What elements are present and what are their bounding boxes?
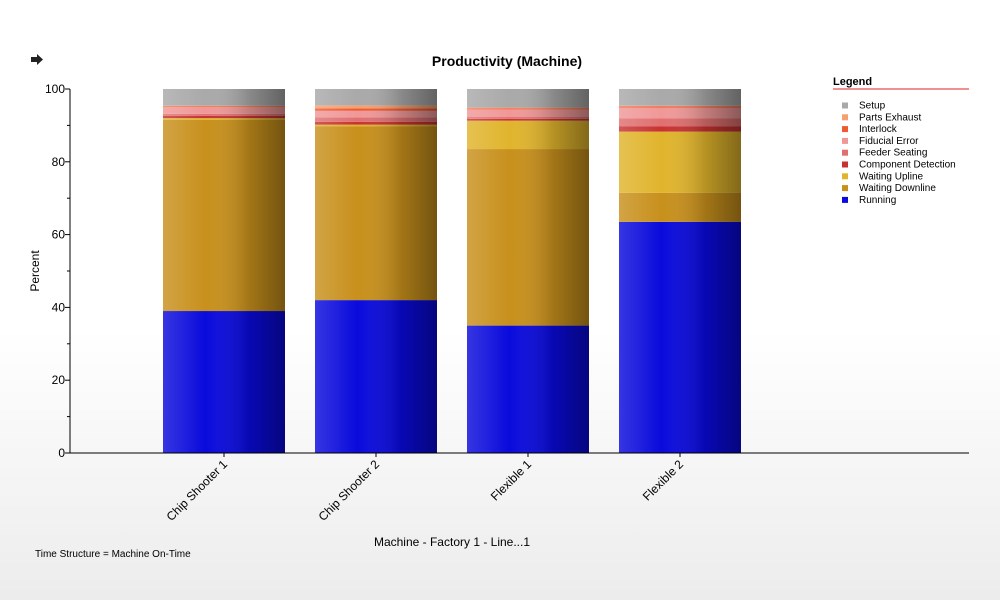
legend-item: Setup [842,101,886,112]
legend-item: Fiducial Error [842,136,919,147]
legend-swatch [842,185,848,192]
legend-label: Feeder Seating [859,148,927,159]
plot-area [163,89,741,453]
legend-label: Setup [859,101,886,112]
legend-item: Waiting Upline [842,171,924,182]
legend-swatch [842,114,848,121]
y-axis-label: Percent [28,250,42,292]
legend-swatch [842,126,848,133]
arrow-right-icon[interactable] [31,54,43,65]
bar-shading [467,89,589,453]
legend-swatch [842,173,848,180]
x-tick-label: Chip Shooter 1 [164,457,231,524]
y-tick-label: 100 [45,82,65,96]
legend-item: Component Detection [842,160,956,171]
x-tick-label: Chip Shooter 2 [316,457,383,524]
x-tick-label: Flexible 2 [640,457,686,503]
bar-shading [619,89,741,453]
y-tick-label: 60 [52,228,66,242]
bar-stack [467,89,589,453]
bar-shading [163,89,285,453]
bar-shading [315,89,437,453]
x-axis-label: Machine - Factory 1 - Line...1 [374,535,530,549]
legend-label: Parts Exhaust [859,112,921,123]
legend-item: Parts Exhaust [842,112,921,123]
legend-swatch [842,149,848,156]
legend-swatch [842,137,848,144]
y-tick-label: 80 [52,155,66,169]
legend-item: Waiting Downline [842,183,936,194]
time-structure-note: Time Structure = Machine On-Time [35,549,191,560]
legend-label: Running [859,195,896,206]
legend-item: Interlock [842,124,898,135]
legend-item: Running [842,195,896,206]
legend-swatch [842,102,848,109]
y-tick-label: 40 [52,300,66,314]
legend-title: Legend [833,76,872,88]
legend-label: Interlock [859,124,898,135]
legend-item: Feeder Seating [842,148,927,159]
y-tick-label: 0 [58,446,65,460]
legend-label: Component Detection [859,160,956,171]
chart-title: Productivity (Machine) [432,53,582,69]
legend-swatch [842,196,848,203]
legend-label: Waiting Downline [859,183,936,194]
bar-stack [315,89,437,453]
legend-swatch [842,161,848,168]
legend-label: Waiting Upline [859,171,924,182]
bar-stack [163,89,285,453]
legend-label: Fiducial Error [859,136,919,147]
x-tick-label: Flexible 1 [488,457,534,503]
bar-stack [619,89,741,453]
y-tick-label: 20 [52,373,66,387]
